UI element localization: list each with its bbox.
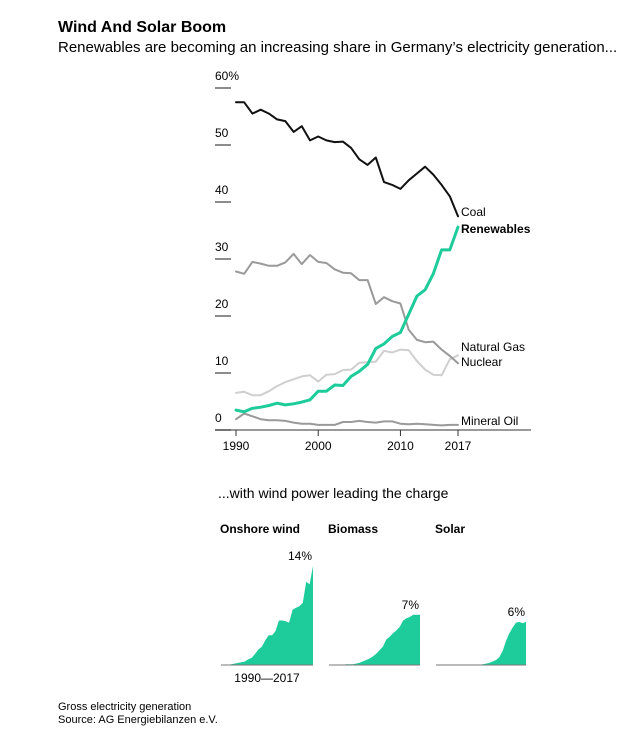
x-tick-label: 1990 [223,439,250,453]
area-biomass [329,614,420,665]
y-tick-label: 0 [215,411,222,425]
x-range-label: 1990—2017 [234,671,300,685]
y-tick-label: 60% [215,69,239,83]
small-multiples-heading: ...with wind power leading the charge [218,485,449,501]
series-line-nuclear [235,252,459,365]
series-line-oil [235,412,459,427]
series-label-renewables: Renewables [461,222,531,236]
area-solar [436,621,526,665]
series-label-gas: Natural Gas [461,340,525,354]
end-label-biomass: 7% [402,598,420,612]
area-onshore-wind [221,566,313,665]
y-tick-label: 40 [215,183,229,197]
y-tick-label: 50 [215,126,229,140]
panel-title-solar: Solar [435,522,465,536]
end-label-solar: 6% [508,605,526,619]
x-tick-label: 2000 [305,439,332,453]
series-label-oil: Mineral Oil [461,414,518,428]
chart-title: Wind And Solar Boom [58,19,227,36]
y-tick-label: 20 [215,297,229,311]
end-label-onshore-wind: 14% [288,549,312,563]
panel-title-onshore-wind: Onshore wind [220,522,300,536]
chart-subtitle: Renewables are becoming an increasing sh… [58,39,618,56]
series-line-renewables [234,225,460,414]
y-tick-label: 10 [215,354,229,368]
x-tick-label: 2010 [387,439,414,453]
x-tick-label: 2017 [445,439,472,453]
series-line-gas [235,348,459,397]
source-note: Source: AG Energiebilanzen e.V. [58,714,218,726]
series-line-coal [235,101,459,218]
series-label-coal: Coal [461,205,486,219]
series-label-nuclear: Nuclear [461,355,502,369]
panel-title-biomass: Biomass [328,522,378,536]
footnote: Gross electricity generation [58,701,192,713]
y-tick-label: 30 [215,240,229,254]
